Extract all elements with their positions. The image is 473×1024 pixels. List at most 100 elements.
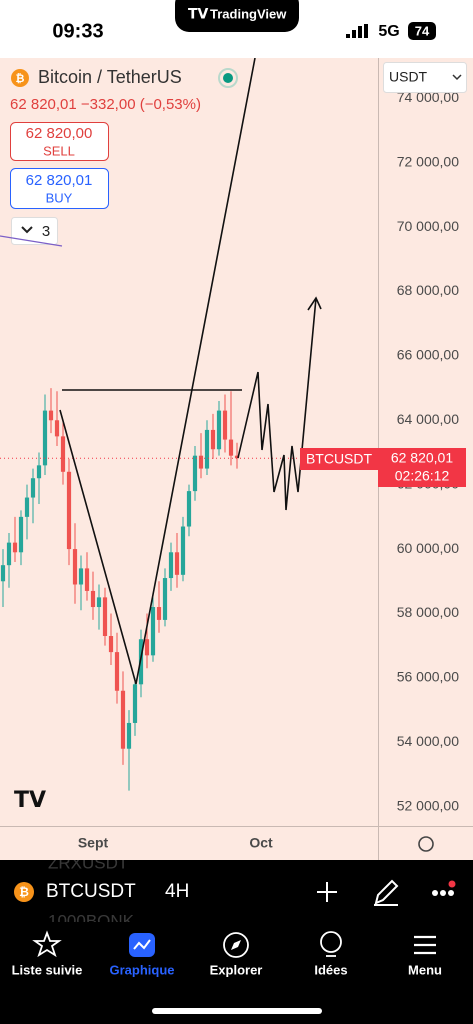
nav-item[interactable]: Idées — [314, 962, 347, 977]
toolbar — [0, 860, 473, 922]
symbol-tag-text: BTCUSDT — [306, 451, 373, 467]
candle-body — [120, 690, 126, 749]
candle-body — [108, 636, 114, 653]
indicator-count: 3 — [42, 223, 50, 240]
buy-label: BUY — [46, 190, 73, 205]
indicators-toggle[interactable] — [11, 217, 58, 245]
buy-button[interactable] — [10, 168, 109, 209]
candle-body — [90, 590, 96, 608]
y-tick-label: 52 000,00 — [397, 797, 459, 813]
candle-body — [12, 542, 18, 553]
battery-level: 74 — [415, 23, 430, 38]
sell-button[interactable] — [10, 122, 109, 161]
watchlist-icon[interactable] — [32, 930, 62, 958]
app-pill — [175, 0, 299, 32]
nav-item[interactable]: Menu — [408, 962, 442, 977]
candle-body — [204, 429, 210, 469]
y-tick-label: 72 000,00 — [397, 153, 459, 169]
add-button[interactable] — [317, 882, 337, 902]
battery — [408, 22, 436, 40]
y-tick-label: 58 000,00 — [397, 604, 459, 620]
candle-body — [156, 607, 162, 620]
status-time: 09:33 — [52, 20, 103, 42]
y-tick-label: 68 000,00 — [397, 282, 459, 298]
candle-body — [36, 465, 42, 479]
ghost-symbol: 1000BONK — [48, 911, 135, 930]
bitcoin-icon — [14, 882, 34, 902]
price-tag-countdown: 02:26:12 — [395, 468, 450, 484]
candle-body — [18, 516, 24, 553]
x-tick-label: Sept — [78, 835, 109, 851]
symbol-tag — [300, 448, 378, 470]
candle-body — [222, 410, 228, 440]
candle-body — [162, 578, 168, 620]
network: 5G — [378, 23, 399, 40]
menu-icon[interactable] — [414, 935, 436, 955]
currency-chevron — [452, 74, 462, 81]
candle-body — [144, 639, 150, 656]
y-tick-label: 54 000,00 — [397, 733, 459, 749]
candle-body — [6, 542, 12, 566]
market-status-ring — [218, 68, 238, 88]
sell-label: SELL — [43, 143, 75, 158]
candle-body — [96, 597, 102, 608]
draw-button[interactable] — [374, 879, 399, 906]
chevron — [21, 226, 33, 234]
trend-line — [59, 58, 256, 685]
candle-body — [228, 439, 234, 456]
x-tick-label: Oct — [249, 835, 273, 851]
candle-body — [210, 429, 216, 450]
app-pill-logo: 𝗧𝗩 — [188, 6, 209, 22]
sell-price: 62 820,00 — [26, 125, 93, 142]
tv-watermark: 𝗧𝗩 — [14, 787, 46, 812]
toolbar-symbol[interactable]: BTCUSDT — [46, 881, 136, 902]
candle-body — [174, 552, 180, 575]
candle-body — [66, 471, 72, 550]
home-indicator — [152, 1008, 322, 1014]
candle-body — [126, 722, 132, 749]
candle-body — [180, 526, 186, 575]
ideas-icon[interactable] — [320, 931, 342, 953]
nav-item[interactable]: Explorer — [210, 962, 263, 977]
explore-icon[interactable] — [223, 932, 249, 958]
candle-body — [150, 607, 156, 656]
y-tick-label: 70 000,00 — [397, 218, 459, 234]
candle-body — [132, 684, 138, 723]
candle-body — [102, 597, 108, 637]
time-axis: Sept Oct — [78, 835, 273, 851]
plot — [0, 388, 378, 791]
signal-icon — [346, 24, 368, 38]
y-tick-label: 66 000,00 — [397, 347, 459, 363]
settings-icon[interactable] — [418, 836, 434, 852]
nav-item-active[interactable]: Graphique — [109, 962, 174, 977]
arrow-head — [307, 296, 322, 311]
candle-body — [114, 652, 120, 691]
bottom-nav — [0, 922, 473, 1024]
y-tick-label: 60 000,00 — [397, 540, 459, 556]
toolbar-interval[interactable]: 4H — [165, 881, 189, 902]
drawings — [59, 58, 322, 685]
candle-body — [72, 549, 78, 585]
bitcoin-icon — [11, 69, 29, 87]
market-status — [223, 73, 233, 83]
nav-item[interactable]: Liste suivie — [12, 962, 83, 977]
candle-body — [78, 568, 84, 585]
quote: 62 820,01 −332,00 (−0,53%) — [10, 96, 201, 113]
currency-select[interactable] — [383, 62, 467, 93]
candle-body — [0, 565, 6, 582]
candle-body — [30, 478, 36, 498]
candle-body — [216, 410, 222, 450]
app-pill-name: TradingView — [210, 6, 287, 21]
chart-icon-line — [133, 939, 151, 950]
candle-body — [186, 491, 192, 527]
buy-price: 62 820,01 — [26, 172, 93, 189]
indicator-line — [0, 235, 63, 247]
path-drawing — [237, 297, 317, 511]
explore-needle — [231, 940, 241, 950]
symbol-title[interactable]: Bitcoin / TetherUS — [38, 67, 182, 87]
candle-body — [168, 552, 174, 579]
candle-body — [48, 410, 54, 421]
more-button[interactable] — [432, 880, 456, 897]
